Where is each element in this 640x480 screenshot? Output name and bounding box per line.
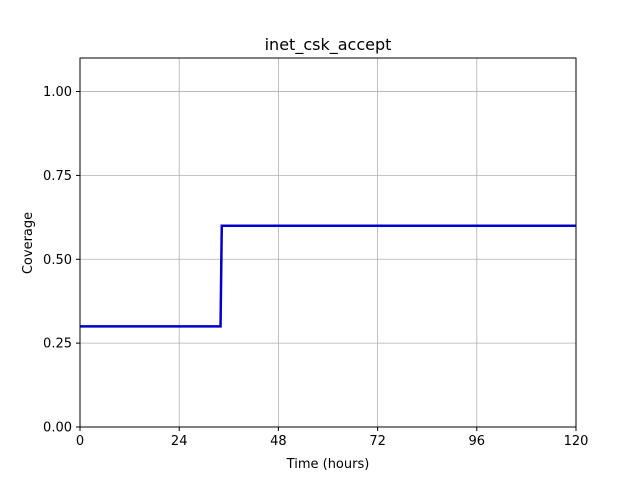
x-tick-label: 120: [564, 434, 589, 449]
plot-frame: [79, 57, 577, 428]
y-tick-label: 1.00: [43, 85, 72, 100]
y-tick-label: 0.75: [43, 169, 72, 184]
chart-title: inet_csk_accept: [265, 35, 392, 55]
x-tick-label: 48: [270, 434, 287, 449]
x-tick-label: 24: [171, 434, 188, 449]
ticks: 0 24 48 72 96 120 0.00 0.25 0.50 0.75 1.00: [43, 85, 588, 449]
y-tick-label: 0.25: [43, 337, 72, 352]
x-tick-label: 0: [76, 434, 84, 449]
x-tick-label: 96: [469, 434, 486, 449]
x-axis-label: Time (hours): [286, 457, 370, 472]
y-tick-label: 0.50: [43, 253, 72, 268]
series-layer: [80, 224, 576, 328]
y-tick-label: 0.00: [43, 421, 72, 436]
x-tick-label: 72: [369, 434, 386, 449]
series-line: [80, 224, 576, 328]
y-axis-label: Coverage: [21, 212, 36, 274]
